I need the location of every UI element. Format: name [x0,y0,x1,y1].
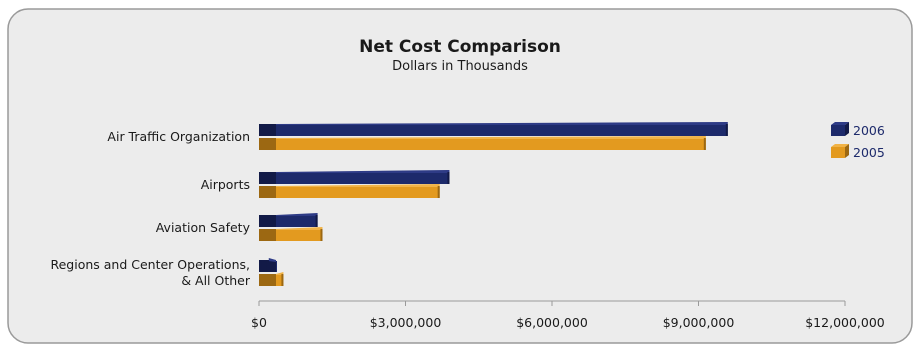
bar-end-cap [320,229,323,241]
legend-label: 2005 [853,145,885,160]
bars [259,122,728,286]
bar-2006-2 [259,213,318,227]
bar-end-cap [447,172,450,184]
category-label: Regions and Center Operations, [50,257,250,272]
legend-label: 2006 [853,123,885,138]
bar-depth-face [259,138,276,150]
bar-front-face [276,139,706,150]
legend-swatch [831,147,845,158]
bar-2005-0 [259,136,706,150]
legend-swatch-top [831,122,849,125]
bar-2005-2 [259,227,323,241]
bar-depth-face [259,186,276,198]
x-tick-label: $6,000,000 [516,315,588,330]
bar-end-cap [315,215,318,227]
legend-item-2005: 2005 [831,144,885,160]
bar-2005-1 [259,184,440,198]
x-tick-label: $3,000,000 [370,315,442,330]
chart-panel [7,8,913,344]
x-tick-label: $0 [251,315,267,330]
legend-swatch-top [831,144,849,147]
bar-front-face [276,173,450,184]
bar-end-cap [437,186,440,198]
bar-2006-3 [259,258,277,272]
bar-front-face [276,275,284,286]
category-label: Air Traffic Organization [107,129,250,144]
x-tick-label: $9,000,000 [663,315,735,330]
legend-swatch-side [845,122,849,136]
bar-front-face [276,187,440,198]
bar-depth-face [259,274,276,286]
category-label: & All Other [181,273,251,288]
legend: 2006 2005 [831,122,885,160]
bar-2006-1 [259,170,450,184]
bar-end-cap [725,124,728,136]
bar-end-cap [281,274,284,286]
bar-2006-0 [259,122,728,136]
bar-depth-face [259,124,276,136]
legend-swatch [831,125,845,136]
bar-top-face [268,258,276,262]
bar-end-cap [703,138,706,150]
category-label: Aviation Safety [156,220,251,235]
bar-2005-3 [259,272,284,286]
chart-subtitle: Dollars in Thousands [392,59,528,74]
x-tick-label: $12,000,000 [805,315,885,330]
x-axis-ticks: $0 $3,000,000 $6,000,000 $9,000,000 $12,000,… [251,301,885,330]
legend-swatch-side [845,144,849,158]
chart-title: Net Cost Comparison [359,37,561,57]
legend-item-2006: 2006 [831,122,885,138]
bar-depth-face [259,229,276,241]
category-labels: Air Traffic Organization Airports Aviation… [50,129,250,288]
bar-front-face [276,261,277,272]
bar-front-face [276,125,728,136]
bar-end-cap [266,260,269,272]
bar-front-face [276,216,318,227]
bar-depth-face [259,172,276,184]
bar-depth-face [259,215,276,227]
category-label: Airports [201,177,250,192]
bar-front-face [276,230,323,241]
